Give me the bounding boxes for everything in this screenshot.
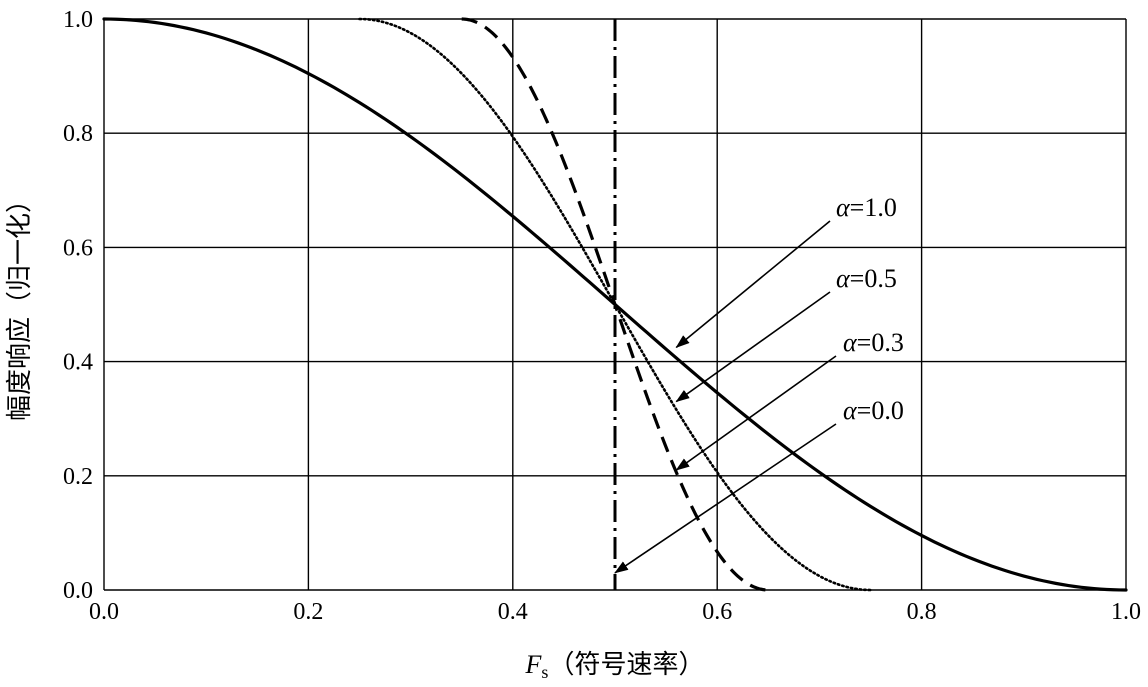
annotation-label-1: α=0.5 <box>836 264 897 293</box>
annotation-arrow-0 <box>675 220 831 348</box>
x-axis-label: Fs（符号速率） <box>525 650 705 682</box>
y-tick-label: 0.2 <box>63 464 93 490</box>
annotation-label-3: α=0.0 <box>843 396 904 425</box>
x-axis-label-suffix: （符号速率） <box>548 650 704 679</box>
x-tick-label: 1.0 <box>1111 599 1141 625</box>
x-tick-label: 0.4 <box>498 599 528 625</box>
x-axis-label-sub: s <box>541 662 548 682</box>
y-tick-label: 0.0 <box>63 578 93 604</box>
y-axis-label: 幅度响应（归一化） <box>5 187 34 421</box>
annotation-arrow-3 <box>614 423 837 574</box>
x-tick-label: 0.2 <box>293 599 323 625</box>
x-axis-label-var: F <box>525 650 543 679</box>
x-tick-label: 0.0 <box>89 599 119 625</box>
curves <box>102 17 1128 592</box>
x-tick-label: 0.8 <box>907 599 937 625</box>
tick-labels: 0.0 0.2 0.4 0.6 0.8 1.0 0.0 0.2 0.4 0.6 0.8 1.0 <box>63 7 1141 625</box>
x-tick-label: 0.6 <box>702 599 732 625</box>
series-alpha-0-3 <box>461 17 769 592</box>
y-tick-label: 0.8 <box>63 121 93 147</box>
annotation-label-2: α=0.3 <box>843 328 904 357</box>
y-tick-label: 0.4 <box>63 350 93 376</box>
annotations: α=1.0 α=0.5 α=0.3 α=0.0 <box>614 193 904 574</box>
y-tick-label: 1.0 <box>63 7 93 33</box>
annotation-arrow-1 <box>675 291 831 403</box>
annotation-arrow-2 <box>675 355 837 471</box>
annotation-label-0: α=1.0 <box>836 193 897 222</box>
y-tick-label: 0.6 <box>63 235 93 261</box>
